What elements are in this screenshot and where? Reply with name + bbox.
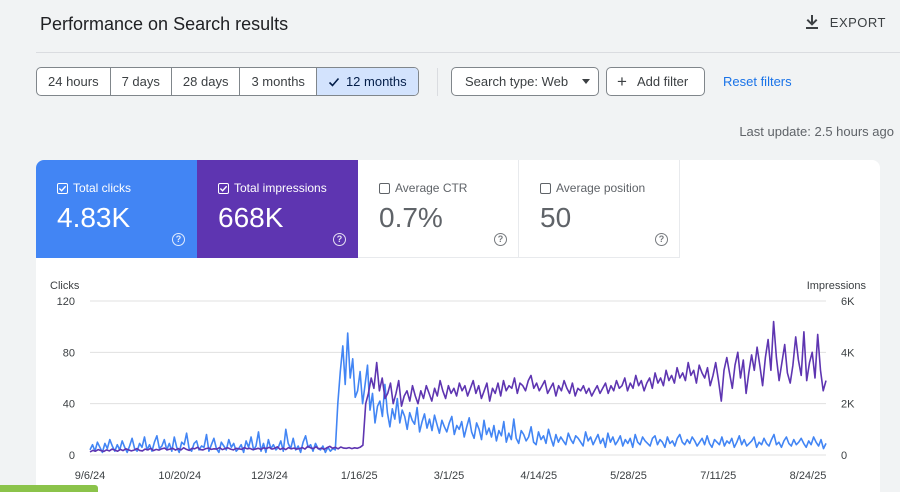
y-tick-label-left: 120 [57,296,75,308]
page-header: Performance on Search results EXPORT [0,0,900,53]
metric-label: Total clicks [73,181,132,195]
header-divider [36,52,900,53]
page-title: Performance on Search results [40,14,289,34]
date-range-selector: 24 hours 7 days 28 days 3 months 12 mont… [36,67,419,96]
metric-average-ctr[interactable]: Average CTR 0.7% ? [358,160,519,258]
x-tick-label: 3/1/25 [434,470,465,482]
metric-total-impressions[interactable]: Total impressions 668K ? [197,160,358,258]
y-tick-label-right: 4K [841,347,855,359]
x-tick-label: 8/24/25 [790,470,827,482]
y-tick-label-right: 2K [841,399,855,411]
search-type-dropdown[interactable]: Search type: Web [451,67,599,96]
help-icon[interactable]: ? [494,233,507,246]
y-tick-label-left: 0 [69,450,75,462]
download-icon [805,15,818,29]
checkbox-icon[interactable] [540,182,551,194]
help-icon[interactable]: ? [655,233,668,246]
help-icon[interactable]: ? [172,233,185,246]
y-tick-label-left: 80 [63,347,75,359]
range-7-days[interactable]: 7 days [111,68,172,95]
metric-label: Average position [556,181,646,195]
plus-icon: + [617,72,627,91]
search-type-label: Search type: Web [465,74,569,89]
x-tick-label: 1/16/25 [341,470,378,482]
toolbar-separator [437,68,438,96]
range-3-months[interactable]: 3 months [240,68,317,95]
x-tick-label: 5/28/25 [610,470,647,482]
range-24-hours[interactable]: 24 hours [37,68,111,95]
last-update-text: Last update: 2.5 hours ago [739,124,894,139]
x-tick-label: 4/14/25 [520,470,557,482]
y-tick-label-right: 0 [841,450,847,462]
dropdown-caret-icon [582,79,591,84]
range-28-days[interactable]: 28 days [172,68,241,95]
metric-value: 4.83K [57,202,131,233]
x-tick-label: 10/20/24 [158,470,201,482]
x-tick-label: 9/6/24 [75,470,106,482]
x-tick-label: 7/11/25 [700,470,736,482]
metric-label: Total impressions [234,181,327,195]
range-12-months[interactable]: 12 months [316,68,418,95]
performance-card: Total clicks 4.83K ? Total impressions 6… [36,160,880,492]
performance-chart[interactable]: Clicks Impressions 0 0 40 2K 80 4K 120 6K 9/6/24 10… [36,258,880,492]
metric-average-position[interactable]: Average position 50 ? [519,160,680,258]
metric-label: Average CTR [395,181,468,195]
checkbox-icon[interactable] [57,182,68,194]
series-line-clicks [89,332,827,454]
export-button[interactable]: EXPORT [804,14,886,30]
metric-value: 0.7% [379,202,443,233]
add-filter-button[interactable]: + Add filter [606,67,705,96]
check-icon [328,77,340,87]
series-line-impressions [89,320,827,453]
help-icon[interactable]: ? [333,233,346,246]
x-tick-label: 12/3/24 [251,470,288,482]
export-label: EXPORT [829,14,886,30]
checkbox-icon[interactable] [218,182,229,194]
metric-total-clicks[interactable]: Total clicks 4.83K ? [36,160,197,258]
checkbox-icon[interactable] [379,182,390,194]
reset-filters-link[interactable]: Reset filters [723,74,792,89]
y-tick-label-left: 40 [63,399,75,411]
y-tick-label-right: 6K [841,296,855,308]
add-filter-label: Add filter [636,74,689,89]
metric-value: 50 [540,202,572,233]
y-axis-title-right: Impressions [807,280,867,292]
metric-value: 668K [218,202,284,233]
status-toast [0,485,98,492]
y-axis-title-left: Clicks [50,280,80,292]
